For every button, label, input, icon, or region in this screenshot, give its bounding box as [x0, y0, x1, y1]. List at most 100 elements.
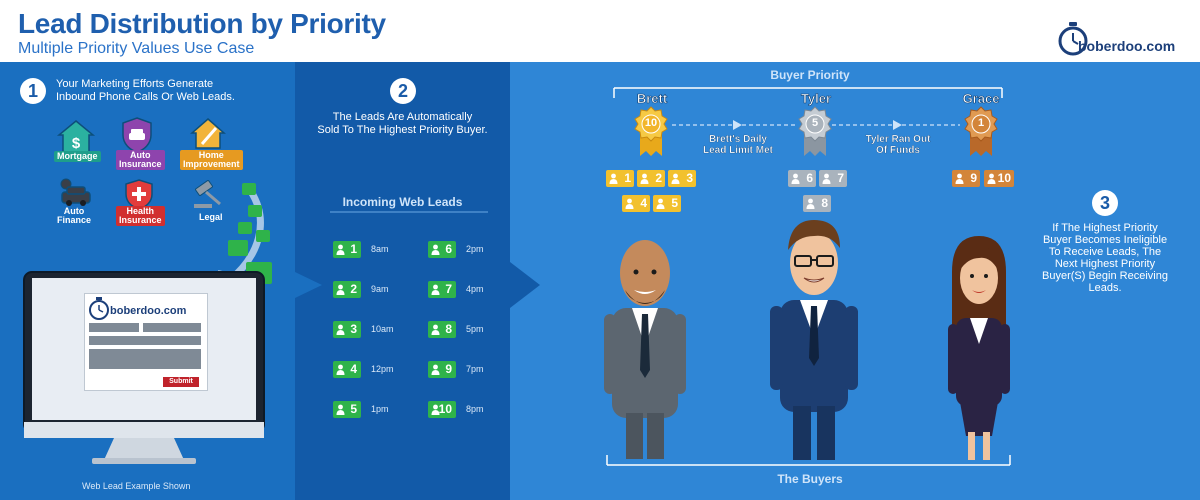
form-logo-text: boberdoo.com [110, 305, 187, 317]
falling-lead-chip [248, 205, 262, 217]
auto-insurance-shield-icon [122, 117, 152, 153]
buyer-tyler-lead-8: 8 [803, 195, 831, 212]
step1-text-line1: Your Marketing Efforts Generate [56, 78, 214, 90]
buyer-brett-lead-5: 5 [653, 195, 681, 212]
category-auto-finance: Auto Finance [57, 206, 92, 225]
falling-lead-chip [238, 222, 252, 234]
buyer-name-grace: Grace [962, 91, 1000, 107]
lead-number: 1 [350, 242, 357, 256]
mortgage-house-icon: $ [56, 120, 96, 153]
legal-gavel-icon [194, 180, 221, 208]
lead-number: 2 [350, 282, 357, 296]
boberdoo-logo-icon [1058, 22, 1088, 56]
submit-button[interactable]: Submit [163, 377, 199, 387]
category-legal: Legal [199, 212, 223, 222]
incoming-lead-6: 6 [428, 241, 456, 258]
logo-text: boberdoo.com [1078, 38, 1176, 54]
incoming-lead-5: 5 [333, 401, 361, 418]
step2-text-line2: Sold To The Highest Priority Buyer. [317, 124, 488, 136]
category-auto-insurance: Auto Insurance [116, 150, 165, 170]
step2-panel [295, 62, 510, 500]
lead-time-4: 12pm [371, 364, 394, 374]
lead-time-8: 5pm [466, 324, 484, 334]
brett-limit-note-line2: Lead Limit Met [702, 145, 773, 156]
lead-number: 9 [970, 171, 977, 185]
auto-finance-car-icon [60, 178, 91, 206]
header-bar: Lead Distribution by Priority Multiple P… [0, 0, 1200, 62]
incoming-lead-3: 3 [333, 321, 361, 338]
form-field [89, 323, 139, 332]
grace-priority-value: 1 [977, 117, 985, 129]
incoming-lead-1: 1 [333, 241, 361, 258]
buyer-brett-lead-4: 4 [622, 195, 650, 212]
buyer-priority-label: Buyer Priority [770, 68, 850, 82]
lead-number: 6 [445, 242, 452, 256]
form-field [89, 336, 201, 345]
falling-lead-chip [242, 183, 256, 195]
buyer-tyler-lead-6: 6 [788, 170, 816, 187]
lead-number: 7 [445, 282, 452, 296]
brett-limit-note-line1: Brett's Daily [709, 134, 767, 145]
lead-time-2: 9am [371, 284, 389, 294]
step1-number: 1 [20, 78, 46, 104]
svg-text:$: $ [72, 135, 81, 152]
lead-number: 6 [806, 171, 813, 185]
incoming-leads-title: Incoming Web Leads [342, 195, 463, 209]
buyer-brett-illustration [604, 240, 686, 459]
gold-medal-icon [634, 106, 668, 156]
lead-number: 4 [640, 196, 647, 210]
lead-number: 8 [821, 196, 828, 210]
brett-priority-value: 10 [644, 117, 658, 129]
monitor-caption: Web Lead Example Shown [82, 481, 191, 491]
lead-number: 5 [671, 196, 678, 210]
lead-number: 7 [837, 171, 844, 185]
step3-text-line: If The Highest Priority [1052, 222, 1158, 234]
falling-lead-chip [228, 240, 248, 256]
buyer-grace-illustration [948, 236, 1010, 460]
lead-number: 3 [350, 322, 357, 336]
buyer-grace-lead-9: 9 [952, 170, 980, 187]
lead-number: 8 [445, 322, 452, 336]
step3-text-line: Buyer(S) Begin Receiving [1042, 270, 1168, 282]
tyler-funds-note-line1: Tyler Ran Out [865, 134, 931, 145]
step1-text-line2: Inbound Phone Calls Or Web Leads. [56, 91, 235, 103]
home-improvement-icon [190, 118, 226, 149]
step3-text-line: Leads. [1088, 282, 1122, 294]
incoming-lead-10: 10 [428, 401, 456, 418]
lead-time-3: 10am [371, 324, 394, 334]
bronze-medal-icon [964, 106, 998, 156]
step3-number: 3 [1092, 190, 1118, 216]
arrow-step2-to-step3 [510, 262, 540, 308]
the-buyers-label: The Buyers [777, 472, 843, 486]
buyer-brett-lead-2: 2 [637, 170, 665, 187]
page-subtitle: Multiple Priority Values Use Case [18, 40, 255, 57]
incoming-lead-7: 7 [428, 281, 456, 298]
incoming-lead-9: 9 [428, 361, 456, 378]
page-title: Lead Distribution by Priority [18, 8, 386, 39]
category-health-insurance: Health Insurance [116, 206, 165, 226]
buyer-brett-lead-3: 3 [668, 170, 696, 187]
lead-time-9: 7pm [466, 364, 484, 374]
buyer-brett-lead-1: 1 [606, 170, 634, 187]
buyer-tyler-lead-7: 7 [819, 170, 847, 187]
form-field [143, 323, 201, 332]
lead-number: 1 [624, 171, 631, 185]
lead-number: 4 [350, 362, 357, 376]
buyer-name-tyler: Tyler [800, 91, 832, 107]
step2-text-line1: The Leads Are Automatically [332, 111, 473, 123]
lead-number: 10 [438, 402, 452, 416]
step2-number: 2 [390, 78, 416, 104]
incoming-lead-4: 4 [333, 361, 361, 378]
arrow-step1-to-step2 [295, 272, 322, 298]
lead-time-5: 1pm [371, 404, 389, 414]
step3-text-line: Next Highest Priority [1054, 258, 1156, 270]
lead-number: 3 [686, 171, 693, 185]
falling-lead-chip [256, 230, 270, 242]
lead-time-10: 8pm [466, 404, 484, 414]
buyer-name-brett: Brett [636, 91, 668, 107]
incoming-lead-2: 2 [333, 281, 361, 298]
lead-time-7: 4pm [466, 284, 484, 294]
tyler-priority-value: 5 [811, 117, 819, 129]
buyer-tyler-illustration [770, 220, 858, 460]
silver-medal-icon [798, 106, 832, 156]
